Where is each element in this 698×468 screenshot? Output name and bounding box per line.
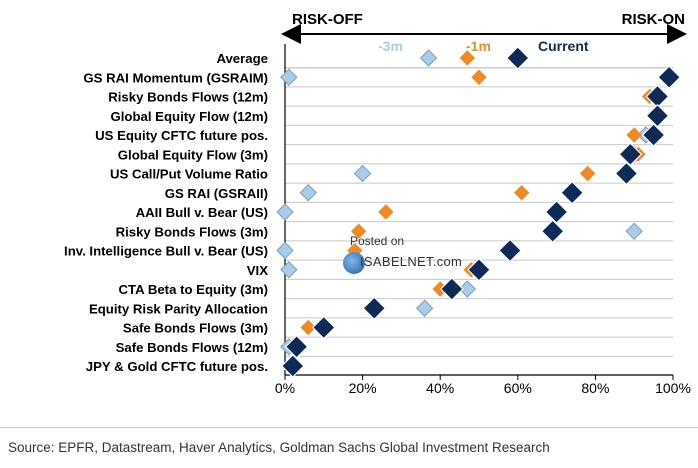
category-label: Risky Bonds Flows (12m) — [108, 90, 268, 105]
marker-3m — [276, 203, 294, 221]
category-label: CTA Beta to Equity (3m) — [119, 282, 268, 297]
category-label: Safe Bonds Flows (12m) — [116, 340, 268, 355]
marker-current — [362, 296, 387, 321]
x-tick-label: 100% — [655, 380, 691, 396]
category-labels: Average GS RAI Momentum (GSRAIM) Risky Bon… — [64, 51, 268, 374]
watermark-line1: Posted on — [350, 234, 405, 248]
watermark-line2: ISABELNET.com — [360, 254, 463, 269]
x-tick-label: 20% — [349, 380, 377, 396]
marker-3m — [625, 222, 643, 240]
legend-label-1m: -1m — [466, 38, 491, 54]
marker-1m — [378, 204, 394, 220]
category-label: Global Equity Flow (12m) — [110, 109, 268, 124]
source-divider — [0, 427, 698, 428]
marker-current — [657, 65, 681, 90]
marker-current — [311, 315, 336, 340]
x-tick-label: 60% — [504, 380, 532, 396]
marker-3m — [299, 184, 317, 202]
x-tick-label: 40% — [426, 380, 454, 396]
legend-label-3m: -3m — [378, 38, 403, 54]
marker-1m — [351, 223, 367, 239]
category-label: Global Equity Flow (3m) — [118, 147, 268, 162]
marker-1m — [300, 319, 316, 336]
marker-3m — [280, 261, 298, 279]
globe-icon — [343, 252, 365, 274]
marker-3m — [419, 49, 438, 67]
risk-on-label: RISK-ON — [622, 11, 685, 28]
category-label: VIX — [247, 263, 268, 278]
category-label: AAII Bull v. Bear (US) — [136, 205, 268, 220]
category-label: Equity Risk Parity Allocation — [89, 301, 268, 316]
marker-3m — [458, 280, 477, 298]
category-label: Average — [216, 51, 268, 66]
x-tick-label: 80% — [581, 380, 609, 396]
marker-1m — [471, 69, 487, 85]
marker-current — [280, 354, 305, 378]
category-label: JPY & Gold CFTC future pos. — [86, 359, 268, 374]
category-label: US Call/Put Volume Ratio — [110, 167, 268, 182]
marker-current — [498, 238, 522, 263]
marker-current — [284, 334, 309, 359]
x-tick-label: 0% — [275, 380, 295, 396]
marker-1m — [626, 127, 642, 143]
watermark: Posted on ISABELNET.com — [338, 234, 488, 278]
marker-current — [467, 257, 491, 282]
marker-current — [618, 142, 643, 167]
marker-1m — [579, 165, 596, 182]
marker-1m — [459, 50, 476, 66]
category-label: Inv. Intelligence Bull v. Bear (US) — [64, 244, 268, 259]
marker-3m — [276, 241, 294, 260]
legend-label-current: Current — [538, 38, 589, 54]
marker-current — [505, 46, 530, 70]
category-label: US Equity CFTC future pos. — [95, 128, 268, 143]
marker-current — [439, 277, 464, 301]
risk-off-label: RISK-OFF — [292, 11, 363, 28]
marker-3m — [280, 68, 298, 86]
series-current-markers — [280, 46, 681, 378]
series-1m-markers — [285, 50, 666, 374]
marker-current — [645, 103, 670, 128]
marker-current — [641, 123, 666, 147]
series-3m-markers — [276, 49, 667, 375]
category-label: Safe Bonds Flows (3m) — [123, 321, 268, 336]
x-axis: 0% 20% 40% 60% 80% 100% — [275, 44, 691, 396]
category-label: GS RAI Momentum (GSRAIM) — [83, 70, 268, 85]
marker-1m — [513, 185, 530, 201]
marker-3m — [415, 299, 434, 317]
category-label: Risky Bonds Flows (3m) — [116, 224, 268, 239]
marker-current — [544, 200, 569, 224]
gridlines — [285, 67, 673, 357]
marker-current — [614, 161, 639, 186]
marker-current — [560, 180, 584, 205]
category-label: GS RAI (GSRAII) — [165, 186, 268, 201]
marker-3m — [353, 164, 372, 183]
marker-current — [540, 219, 565, 244]
source-note: Source: EPFR, Datastream, Haver Analytic… — [8, 440, 550, 455]
